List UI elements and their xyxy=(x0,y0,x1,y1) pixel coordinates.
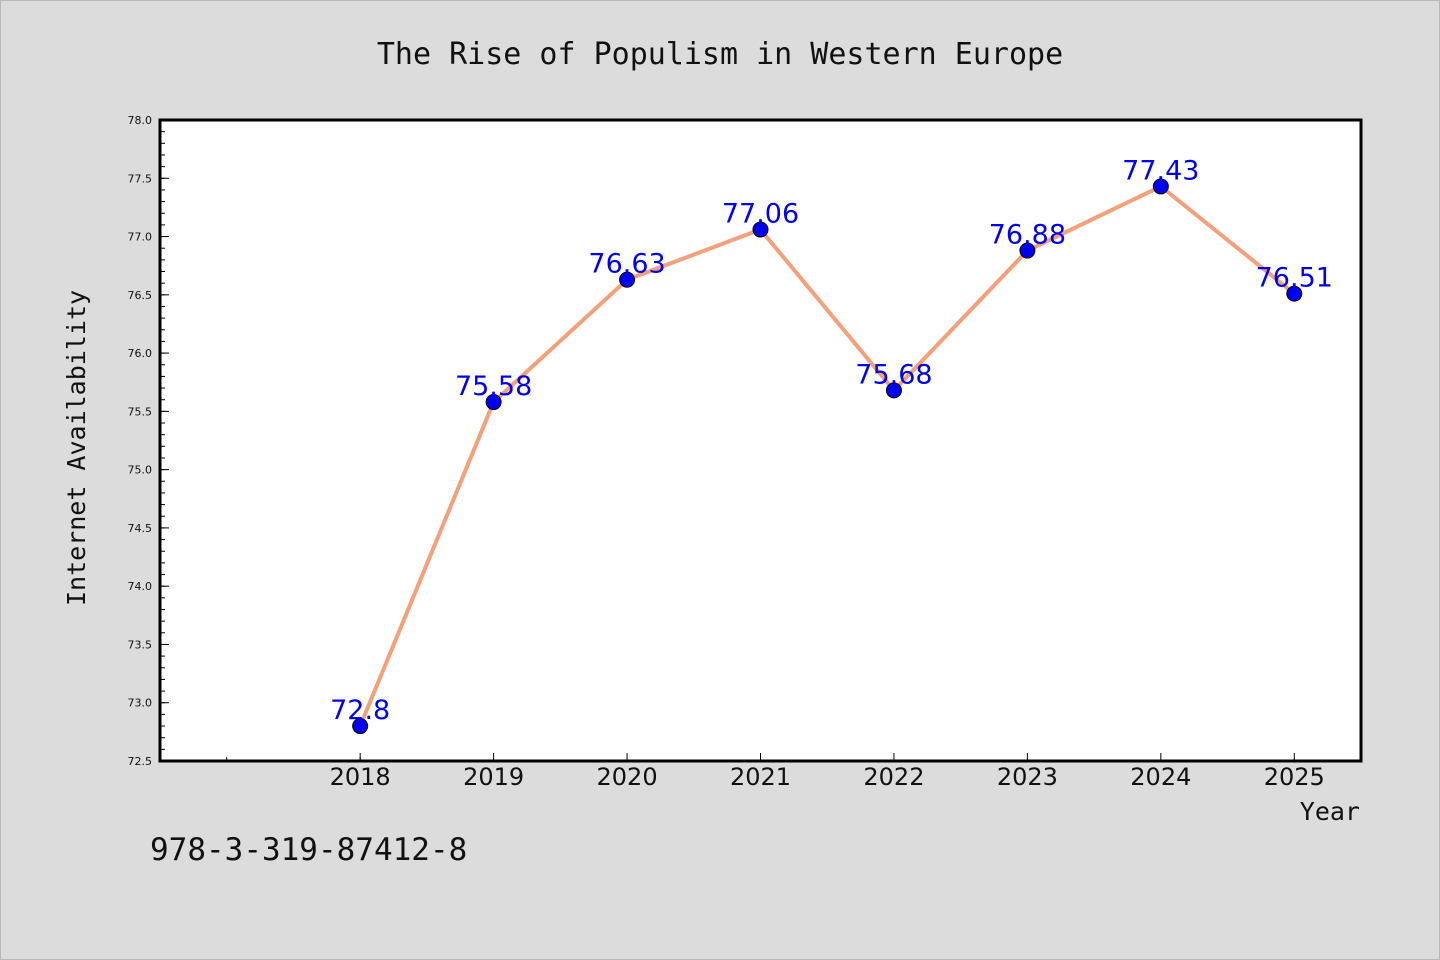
y-tick-label: 73.5 xyxy=(128,638,153,651)
x-tick-label: 2018 xyxy=(330,763,391,791)
data-label: 76.88 xyxy=(989,220,1066,251)
data-point xyxy=(1286,285,1303,302)
data-point xyxy=(1019,242,1036,259)
y-tick-label: 77.5 xyxy=(128,172,153,185)
x-tick-label: 2024 xyxy=(1130,763,1191,791)
data-point xyxy=(752,221,769,238)
y-tick-label: 77.0 xyxy=(128,231,153,244)
x-tick-label: 2025 xyxy=(1264,763,1325,791)
data-point xyxy=(619,271,636,288)
isbn-text: 978-3-319-87412-8 xyxy=(150,832,468,868)
y-tick-label: 74.5 xyxy=(128,522,153,535)
y-tick-label: 74.0 xyxy=(128,580,153,593)
data-point xyxy=(485,394,502,411)
y-tick-label: 73.0 xyxy=(128,697,153,710)
y-tick-label: 76.5 xyxy=(128,289,153,302)
series-line: 72.8 75.58 76.63 77.06 75.68 76.88 77.43 76.51 xyxy=(330,155,1333,735)
data-label: 77.06 xyxy=(722,199,799,230)
data-point xyxy=(885,382,902,399)
x-tick-label: 2021 xyxy=(730,763,791,791)
x-tick-label: 2019 xyxy=(463,763,524,791)
y-tick-label: 72.5 xyxy=(128,755,153,768)
y-axis-label: Internet Availability xyxy=(62,290,91,606)
chart-title: The Rise of Populism in Western Europe xyxy=(377,37,1063,72)
data-point xyxy=(352,718,369,735)
data-label: 75.68 xyxy=(855,359,932,390)
y-tick-label: 75.5 xyxy=(128,405,153,418)
data-label: 75.58 xyxy=(455,371,532,402)
y-axis: 72.5 73.0 73.5 74.0 74.5 75.0 75.5 76.0 76.5 77.0… xyxy=(128,114,169,768)
y-tick-label: 78.0 xyxy=(128,114,153,127)
data-point xyxy=(1152,178,1169,195)
x-axis: 2018 2019 2020 2021 2022 2023 2024 2025 xyxy=(226,753,1325,791)
y-tick-label: 75.0 xyxy=(128,464,153,477)
x-tick-label: 2020 xyxy=(597,763,658,791)
x-axis-label: Year xyxy=(1300,797,1360,826)
x-tick-label: 2022 xyxy=(863,763,924,791)
x-tick-label: 2023 xyxy=(997,763,1058,791)
data-label: 76.63 xyxy=(588,249,665,280)
data-label: 72.8 xyxy=(330,695,390,726)
data-label: 76.51 xyxy=(1256,263,1333,294)
y-tick-label: 76.0 xyxy=(128,347,153,360)
data-line xyxy=(358,184,1296,727)
data-label: 77.43 xyxy=(1122,155,1199,186)
